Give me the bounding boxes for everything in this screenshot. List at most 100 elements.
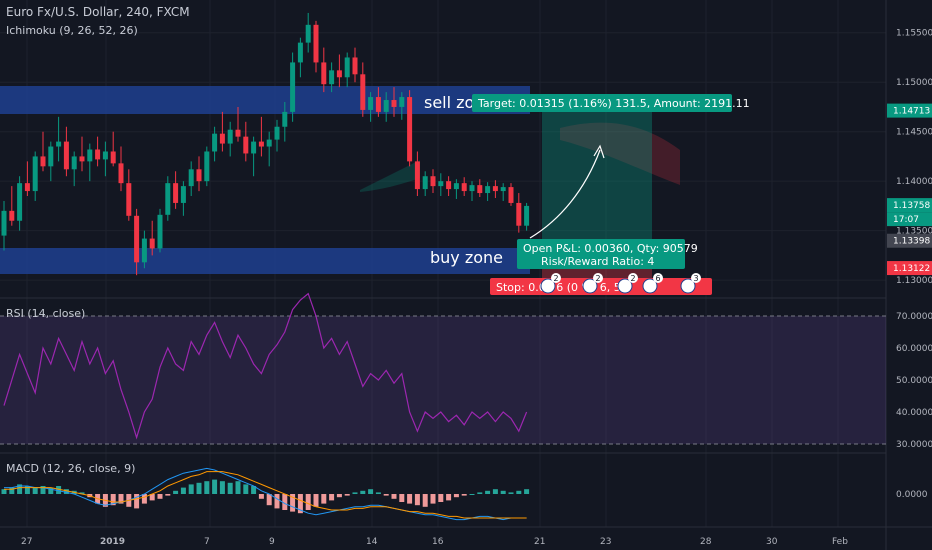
macd-histogram-bar <box>258 494 264 499</box>
macd-histogram-bar <box>227 482 233 494</box>
time-axis-tick: 2019 <box>100 537 125 547</box>
candle-body <box>516 202 522 226</box>
macd-histogram-bar <box>321 494 327 504</box>
macd-histogram-bar <box>204 481 210 494</box>
macd-histogram-bar <box>251 486 257 494</box>
event-flag-icon[interactable] <box>582 278 598 294</box>
event-flag-icon[interactable] <box>617 278 633 294</box>
event-count-text: 3 <box>694 274 699 283</box>
macd-histogram-bar <box>9 487 15 494</box>
macd-signal-line <box>4 471 527 519</box>
candle-body <box>344 57 350 78</box>
rsi-legend[interactable]: RSI (14, close) <box>6 307 86 320</box>
open-pl-box[interactable] <box>517 239 685 269</box>
macd-histogram-bar <box>165 494 171 496</box>
event-count-badge <box>628 273 638 283</box>
candle-body <box>430 176 436 187</box>
time-axis-tick: 16 <box>432 537 444 547</box>
candle-body <box>508 187 514 203</box>
event-flag-icon[interactable] <box>680 278 696 294</box>
candle-body <box>453 183 459 190</box>
macd-histogram-bar <box>118 494 124 504</box>
candle-body <box>63 141 69 170</box>
price-tag-text: 1.13398 <box>893 237 930 247</box>
candle-body <box>180 186 186 203</box>
macd-histogram-bar <box>243 484 249 494</box>
event-count-badge <box>551 273 561 283</box>
candle-body <box>391 100 397 107</box>
candle-body <box>282 111 288 127</box>
event-count-badge <box>653 273 663 283</box>
macd-histogram-bar <box>110 494 116 506</box>
macd-histogram-bar <box>469 494 475 495</box>
symbol-title[interactable]: Euro Fx/U.S. Dollar, 240, FXCM <box>6 5 190 19</box>
candle-body <box>126 183 132 216</box>
candle-body <box>212 133 218 152</box>
macd-histogram-bar <box>446 494 452 501</box>
ichimoku-legend[interactable]: Ichimoku (9, 26, 52, 26) <box>6 24 138 37</box>
event-flag-icon[interactable] <box>540 278 556 294</box>
macd-histogram-bar <box>17 484 23 494</box>
candle-body <box>118 163 124 184</box>
macd-histogram-bar <box>407 494 413 504</box>
risk-reward-text: Risk/Reward Ratio: 4 <box>541 255 654 268</box>
rsi-line <box>3 292 528 440</box>
macd-legend[interactable]: MACD (12, 26, close, 9) <box>6 462 136 475</box>
candle-body <box>56 141 62 147</box>
macd-histogram-bar <box>336 494 342 498</box>
candle-body <box>477 185 483 194</box>
candle-body <box>305 24 311 43</box>
macd-histogram-bar <box>40 486 46 494</box>
candle-body <box>79 156 85 162</box>
price-tag-text: 17:07 <box>893 215 919 225</box>
candle-body <box>438 181 444 187</box>
time-axis-tick: 14 <box>366 537 378 547</box>
candle-body <box>446 181 452 190</box>
macd-histogram-bar <box>196 482 202 494</box>
macd-histogram-bar <box>524 489 530 494</box>
price-tag <box>887 233 932 248</box>
price-tag <box>887 212 932 227</box>
candle-body <box>165 183 171 215</box>
macd-histogram-bar <box>297 494 303 514</box>
candle-body <box>469 185 475 192</box>
macd-histogram-bar <box>56 486 62 494</box>
price-tag <box>887 103 932 118</box>
candle-body <box>227 129 233 144</box>
macd-histogram-bar <box>492 489 498 494</box>
macd-histogram-bar <box>173 490 179 494</box>
rsi-axis-tick: 50.0000 <box>896 376 932 386</box>
macd-histogram-bar <box>141 494 147 504</box>
macd-histogram-bar <box>368 489 374 494</box>
macd-histogram-bar <box>329 494 335 501</box>
macd-histogram-bar <box>282 494 288 510</box>
buy-zone-label: buy zone <box>430 248 503 267</box>
event-flag-icon[interactable] <box>642 278 658 294</box>
ichimoku-cloud <box>360 160 420 192</box>
macd-histogram-bar <box>1 489 7 494</box>
candle-body <box>9 210 15 221</box>
price-tag <box>887 198 932 213</box>
candle-body <box>407 97 413 162</box>
candle-body <box>375 97 381 112</box>
candle-body <box>196 169 202 182</box>
macd-histogram-bar <box>422 494 428 507</box>
macd-line <box>4 467 527 521</box>
time-axis-tick: Feb <box>832 537 848 547</box>
event-count-text: 6 <box>656 274 661 283</box>
macd-histogram-bar <box>516 490 522 494</box>
price-axis-tick: 1.14500 <box>896 128 932 138</box>
time-axis-tick: 23 <box>600 537 611 547</box>
candle-body <box>32 156 38 192</box>
macd-histogram-bar <box>313 494 319 507</box>
candle-body <box>95 149 101 160</box>
candle-body <box>414 161 420 190</box>
macd-histogram-bar <box>485 490 491 494</box>
candle-body <box>492 186 498 192</box>
macd-histogram-bar <box>360 490 366 494</box>
macd-histogram-bar <box>219 481 225 494</box>
time-axis-tick: 28 <box>700 537 712 547</box>
target-box[interactable] <box>472 94 732 112</box>
macd-histogram-bar <box>305 494 311 510</box>
